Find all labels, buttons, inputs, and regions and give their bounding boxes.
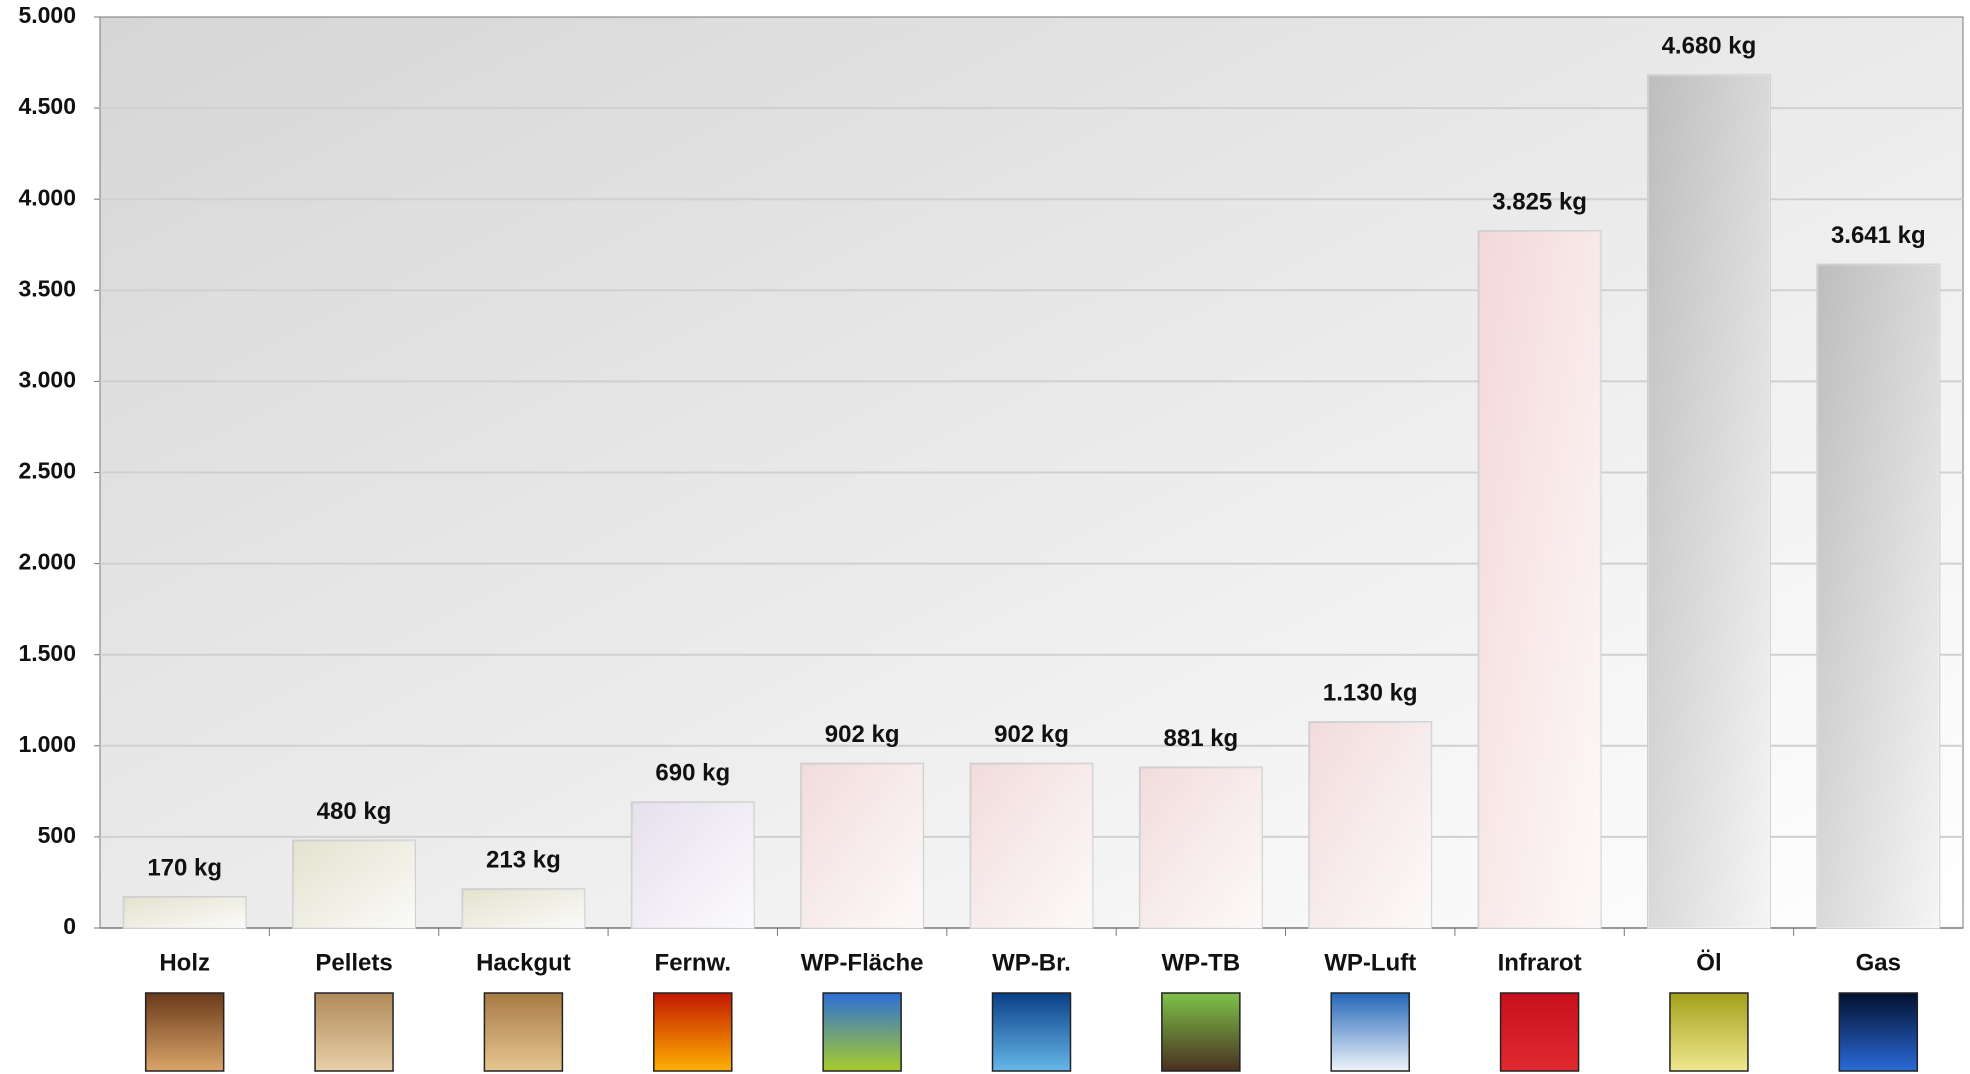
bar — [969, 762, 1094, 929]
y-tick-label: 3.000 — [18, 366, 76, 392]
value-label: 3.641 kg — [1831, 222, 1926, 249]
category-icon — [991, 992, 1072, 1072]
value-label: 902 kg — [994, 721, 1069, 748]
y-tick-label: 1.500 — [18, 640, 76, 666]
bar — [122, 896, 247, 930]
y-tick-label: 0 — [63, 913, 76, 939]
bar — [1308, 721, 1433, 930]
bar — [461, 888, 586, 930]
value-label: 4.680 kg — [1662, 33, 1757, 60]
x-tick-label: WP-Br. — [992, 949, 1071, 976]
category-icon — [314, 992, 394, 1072]
y-tick-label: 4.500 — [18, 93, 76, 119]
y-tick-label: 4.000 — [18, 184, 76, 210]
bar — [292, 839, 417, 930]
category-icon — [144, 992, 225, 1072]
category-icon — [1330, 992, 1410, 1072]
x-tick-label: WP-Luft — [1324, 949, 1416, 976]
category-icon — [1499, 992, 1580, 1072]
y-tick-label: 1.000 — [18, 731, 76, 757]
x-tick-label: Infrarot — [1498, 949, 1582, 976]
category-icon — [1838, 992, 1919, 1072]
bar — [630, 801, 755, 929]
y-tick-label: 5.000 — [18, 2, 76, 28]
category-icon — [483, 992, 564, 1072]
value-label: 1.130 kg — [1323, 679, 1418, 706]
bar — [1816, 263, 1941, 929]
category-icon — [1669, 992, 1749, 1072]
x-tick-label: Fernw. — [655, 949, 731, 976]
x-tick-label: Öl — [1696, 949, 1721, 976]
y-tick-label: 2.000 — [18, 549, 76, 575]
x-tick-label: Pellets — [315, 949, 392, 976]
x-tick-label: Gas — [1856, 949, 1901, 976]
value-label: 170 kg — [147, 854, 222, 881]
value-label: 690 kg — [655, 760, 730, 787]
y-tick-label: 3.500 — [18, 275, 76, 301]
y-tick-label: 500 — [38, 822, 76, 848]
value-label: 213 kg — [486, 847, 561, 874]
value-label: 3.825 kg — [1492, 188, 1587, 215]
category-icon — [822, 992, 902, 1072]
bar — [1138, 766, 1263, 930]
x-tick-label: WP-Fläche — [801, 949, 924, 976]
bar — [1646, 74, 1771, 929]
x-tick-label: Holz — [159, 949, 210, 976]
value-label: 881 kg — [1164, 725, 1239, 752]
category-icon — [1161, 992, 1241, 1072]
category-icon — [653, 992, 733, 1072]
y-tick-label: 2.500 — [18, 458, 76, 484]
value-label: 480 kg — [317, 798, 392, 825]
bar — [800, 762, 925, 929]
bar — [1477, 230, 1602, 929]
x-tick-label: Hackgut — [476, 949, 571, 976]
value-label: 902 kg — [825, 721, 900, 748]
x-tick-label: WP-TB — [1162, 949, 1241, 976]
